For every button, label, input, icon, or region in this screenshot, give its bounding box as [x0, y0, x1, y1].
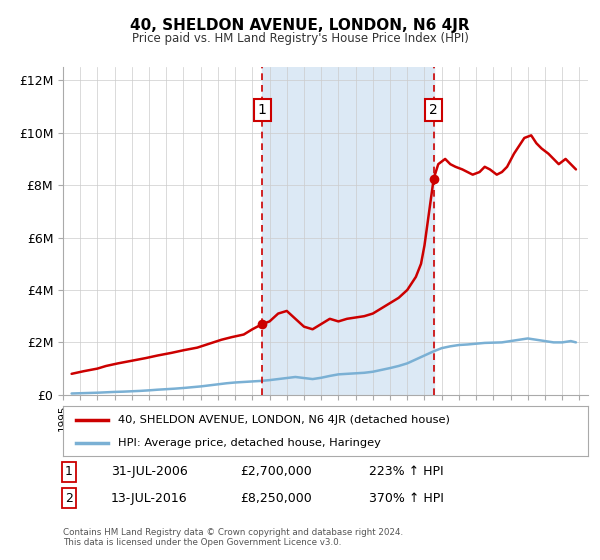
Text: £2,700,000: £2,700,000 — [240, 465, 312, 478]
Text: 223% ↑ HPI: 223% ↑ HPI — [369, 465, 443, 478]
Text: Price paid vs. HM Land Registry's House Price Index (HPI): Price paid vs. HM Land Registry's House … — [131, 32, 469, 45]
Text: Contains HM Land Registry data © Crown copyright and database right 2024.
This d: Contains HM Land Registry data © Crown c… — [63, 528, 403, 547]
Text: 40, SHELDON AVENUE, LONDON, N6 4JR (detached house): 40, SHELDON AVENUE, LONDON, N6 4JR (deta… — [118, 414, 450, 424]
Text: 2: 2 — [65, 492, 73, 505]
Text: 31-JUL-2006: 31-JUL-2006 — [111, 465, 188, 478]
Text: £8,250,000: £8,250,000 — [240, 492, 312, 505]
Text: 13-JUL-2016: 13-JUL-2016 — [111, 492, 188, 505]
Text: 1: 1 — [258, 103, 267, 117]
Text: 1: 1 — [65, 465, 73, 478]
Text: 370% ↑ HPI: 370% ↑ HPI — [369, 492, 444, 505]
Text: 40, SHELDON AVENUE, LONDON, N6 4JR: 40, SHELDON AVENUE, LONDON, N6 4JR — [130, 18, 470, 33]
Bar — [262, 67, 434, 395]
Text: HPI: Average price, detached house, Haringey: HPI: Average price, detached house, Hari… — [118, 438, 381, 448]
Text: 2: 2 — [430, 103, 438, 117]
